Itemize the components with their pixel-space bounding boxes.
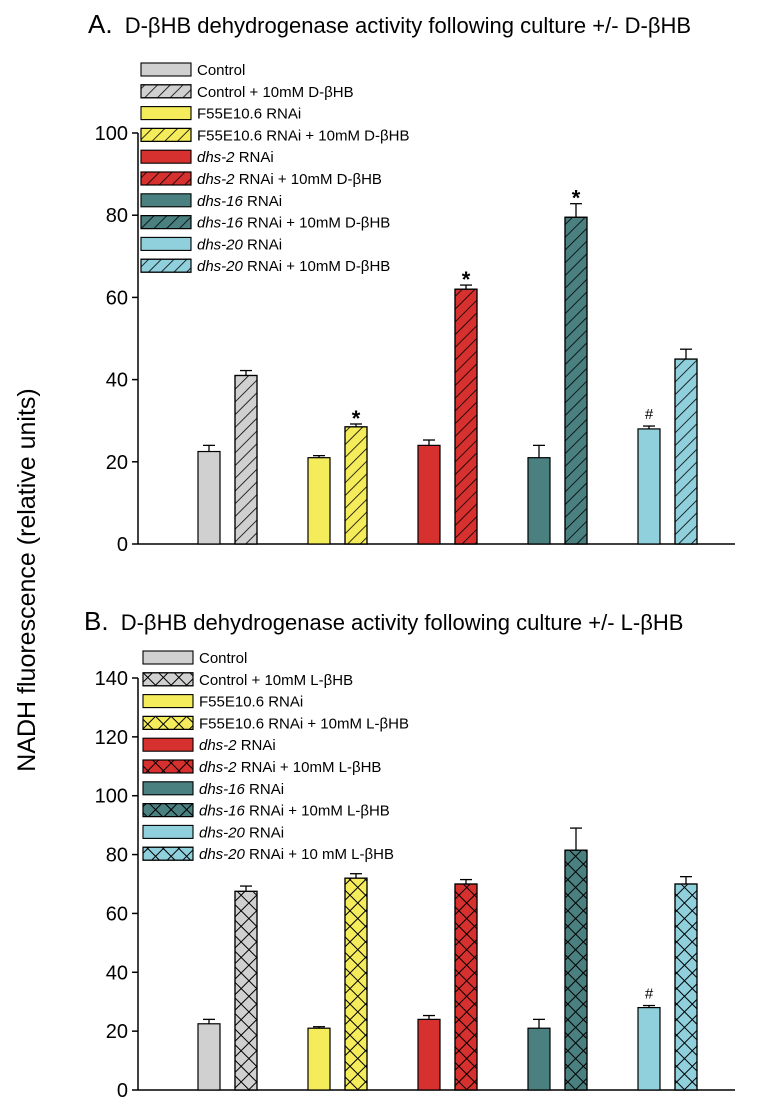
panel-a-legend-dhs-2-rnai-label: dhs-2 RNAi (197, 149, 274, 166)
panel-b-bar-dhs-2-rnai (417, 1018, 441, 1091)
panel-b-legend-dhs-16-rnai-10mm-l-hb-label: dhs-16 RNAi + 10mM L-βHB (199, 803, 390, 820)
panel-b-bar-f55e10-6-rnai-10mm-l-hb-hatch (344, 877, 368, 1091)
panel-a-bar-dhs-16-rnai-10mm-d-hb-hatch (564, 216, 588, 545)
panel-b-y-tick-label: 140 (95, 668, 128, 690)
panel-b-plot: 0 20 40 60 80 100 120 140 # (95, 668, 735, 1102)
panel-b-y-tick-label: 80 (106, 845, 128, 867)
panel-b-legend-dhs-16-rnai-label: dhs-16 RNAi (199, 781, 284, 798)
panel-a-plot: 0 20 40 60 80 100 * * * # (95, 123, 735, 556)
panel-b-legend-dhs-20-rnai-10-mm-l-hb-swatch-hatch (142, 846, 194, 861)
panel-a-legend-dhs-16-rnai-label: dhs-16 RNAi (197, 193, 282, 210)
panel-b-bar-f55e10-6-rnai (307, 1027, 331, 1091)
panel-a-title-text: D-βHB dehydrogenase activity following c… (125, 13, 691, 38)
panel-b-legend-dhs-2-rnai-10mm-l-hb-label: dhs-2 RNAi + 10mM L-βHB (199, 759, 381, 776)
panel-b-legend-dhs-16-rnai-10mm-l-hb-swatch-hatch (142, 803, 194, 818)
panel-b-legend-dhs-2-rnai-swatch (142, 737, 194, 752)
panel-a-legend-control-10mm-d-hb-label: Control + 10mM D-βHB (197, 84, 354, 101)
panel-a-label: A. (88, 9, 113, 39)
panel-b-y-tick-label: 20 (106, 1021, 128, 1043)
panel-a-bar-control-10mm-d-hb-hatch (234, 374, 258, 545)
panel-b-legend-dhs-20-rnai-label: dhs-20 RNAi (199, 824, 284, 841)
panel-b-label: B. (84, 606, 109, 636)
panel-b-bar-dhs-2-rnai-10mm-l-hb-hatch (454, 883, 478, 1091)
panel-b-legend-control-10mm-l-hb-swatch-hatch (142, 672, 194, 687)
panel-b-y-tick-label: 40 (106, 962, 128, 984)
panel-a-legend-f55e10-6-rnai-10mm-d-hb-swatch-hatch (140, 127, 192, 142)
panel-b-y-tick-label: 120 (95, 727, 128, 749)
panel-a-bar-dhs-16-rnai-10mm-d-hb-marker: * (572, 186, 581, 211)
panel-b-title-text: D-βHB dehydrogenase activity following c… (121, 610, 684, 635)
panel-a-legend-dhs-20-rnai-swatch (140, 236, 192, 251)
panel-b-bar-control (197, 1023, 221, 1091)
panel-a-legend-dhs-2-rnai-10mm-d-hb-label: dhs-2 RNAi + 10mM D-βHB (197, 171, 382, 188)
panel-b-legend-f55e10-6-rnai-label: F55E10.6 RNAi (199, 694, 303, 711)
panel-b-legend-dhs-2-rnai-10mm-l-hb-swatch-hatch (142, 759, 194, 774)
panel-a-bar-f55e10-6-rnai (307, 457, 331, 545)
panel-b-legend-dhs-20-rnai-10-mm-l-hb-label: dhs-20 RNAi + 10 mM L-βHB (199, 846, 394, 863)
panel-a-legend-f55e10-6-rnai-swatch (140, 106, 192, 121)
panel-b-y-tick-label: 0 (117, 1080, 128, 1102)
panel-a-legend: Control Control + 10mM D-βHB F55E10.6 RNAi… (140, 62, 409, 275)
panel-a-bar-dhs-2-rnai-10mm-d-hb-hatch (454, 288, 478, 545)
panel-a-legend-dhs-20-rnai-10mm-d-hb-label: dhs-20 RNAi + 10mM D-βHB (197, 258, 390, 275)
panel-a-bar-dhs-20-rnai-marker: # (645, 406, 654, 423)
panel-b-y-tick-label: 60 (106, 903, 128, 925)
panel-a-bar-control (197, 450, 221, 545)
panel-a-bar-f55e10-6-rnai-10mm-d-hb-marker: * (352, 406, 361, 431)
panel-b-y-tick-label: 100 (95, 786, 128, 808)
panel-a-y-tick-label: 20 (106, 452, 128, 474)
y-axis-label: NADH fluorescence (relative units) (13, 388, 41, 771)
panel-a-legend-control-label: Control (197, 62, 245, 79)
panel-a-legend-dhs-16-rnai-10mm-d-hb-label: dhs-16 RNAi + 10mM D-βHB (197, 215, 390, 232)
panel-a-bar-f55e10-6-rnai-10mm-d-hb-hatch (344, 426, 368, 545)
panel-a-legend-f55e10-6-rnai-label: F55E10.6 RNAi (197, 106, 301, 123)
panel-b-legend-dhs-20-rnai-swatch (142, 824, 194, 839)
panel-a: A. D-βHB dehydrogenase activity followin… (88, 9, 735, 556)
panel-a-y-tick-label: 0 (117, 534, 128, 556)
panel-a-y-tick-label: 100 (95, 123, 128, 145)
panel-a-legend-dhs-2-rnai-10mm-d-hb-swatch-hatch (140, 171, 192, 186)
panel-b-legend-control-swatch (142, 650, 194, 665)
panel-b: B. D-βHB dehydrogenase activity followin… (84, 606, 735, 1102)
panel-a-bar-dhs-16-rnai (527, 457, 551, 545)
panel-a-legend-dhs-2-rnai-swatch (140, 149, 192, 164)
panel-a-bar-dhs-2-rnai (417, 444, 441, 545)
panel-a-legend-f55e10-6-rnai-10mm-d-hb-label: F55E10.6 RNAi + 10mM D-βHB (197, 127, 409, 144)
panel-b-legend-control-10mm-l-hb-label: Control + 10mM L-βHB (199, 672, 353, 689)
panel-a-legend-control-swatch (140, 62, 192, 77)
panel-b-bar-control-10mm-l-hb-hatch (234, 890, 258, 1091)
panel-a-legend-dhs-16-rnai-swatch (140, 193, 192, 208)
panel-a-bar-dhs-20-rnai (637, 428, 661, 545)
panel-b-bar-dhs-20-rnai-10-mm-l-hb-hatch (674, 883, 698, 1091)
panel-b-legend-f55e10-6-rnai-10mm-l-hb-swatch-hatch (142, 715, 194, 730)
panel-b-title: B. D-βHB dehydrogenase activity followin… (84, 606, 683, 636)
panel-b-legend-dhs-16-rnai-swatch (142, 781, 194, 796)
panel-b-legend-dhs-2-rnai-label: dhs-2 RNAi (199, 737, 276, 754)
panel-a-legend-dhs-16-rnai-10mm-d-hb-swatch-hatch (140, 215, 192, 230)
panel-a-bar-dhs-20-rnai-10mm-d-hb-hatch (674, 358, 698, 545)
panel-b-legend-f55e10-6-rnai-swatch (142, 694, 194, 709)
panel-a-y-tick-label: 60 (106, 287, 128, 309)
panel-a-bar-dhs-2-rnai-10mm-d-hb-marker: * (462, 267, 471, 292)
panel-a-legend-dhs-20-rnai-label: dhs-20 RNAi (197, 236, 282, 253)
panel-a-y-tick-label: 40 (106, 370, 128, 392)
panel-b-bar-dhs-16-rnai (527, 1027, 551, 1091)
panel-a-y-tick-label: 80 (106, 205, 128, 227)
panel-b-legend: Control Control + 10mM L-βHB F55E10.6 RNAi… (142, 650, 409, 863)
panel-a-legend-control-10mm-d-hb-swatch-hatch (140, 84, 192, 99)
panel-b-bar-dhs-20-rnai (637, 1006, 661, 1091)
panel-a-title: A. D-βHB dehydrogenase activity followin… (88, 9, 691, 39)
panel-b-bar-dhs-20-rnai-marker: # (645, 986, 654, 1003)
panel-b-legend-f55e10-6-rnai-10mm-l-hb-label: F55E10.6 RNAi + 10mM L-βHB (199, 715, 409, 732)
panel-b-bar-dhs-16-rnai-10mm-l-hb-hatch (564, 849, 588, 1091)
panel-b-legend-control-label: Control (199, 650, 247, 667)
panel-a-legend-dhs-20-rnai-10mm-d-hb-swatch-hatch (140, 258, 192, 273)
